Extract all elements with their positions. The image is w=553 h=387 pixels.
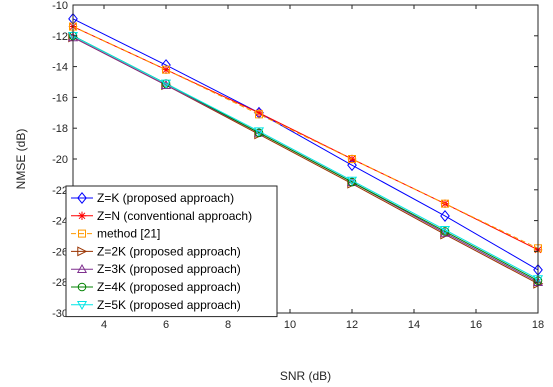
data-point bbox=[161, 65, 171, 74]
x-tick-label: 10 bbox=[284, 319, 296, 331]
series-line bbox=[72, 26, 539, 251]
axes: 4 6 8 10 12 14 16 18 -30 -28 -26 -24 -22 -20 -18 -16 -14… bbox=[52, 0, 544, 331]
y-tick-label: -12 bbox=[52, 31, 68, 43]
y-tick-label: -24 bbox=[52, 216, 68, 228]
y-tick-label: -10 bbox=[52, 0, 68, 12]
data-point bbox=[441, 199, 449, 208]
legend-label: Z=N (conventional approach) bbox=[97, 209, 252, 223]
x-tick-label: 14 bbox=[408, 319, 420, 331]
legend: Z=K (proposed approach) Z=N (conventional… bbox=[65, 185, 278, 318]
legend-label: Z=3K (proposed approach) bbox=[97, 262, 241, 276]
series-line bbox=[72, 18, 539, 271]
x-tick-label: 4 bbox=[101, 319, 107, 331]
series-7 bbox=[67, 31, 544, 285]
x-tick-label: 12 bbox=[346, 319, 358, 331]
legend-label: Z=4K (proposed approach) bbox=[97, 280, 241, 294]
y-tick-label: -20 bbox=[52, 154, 68, 166]
legend-label: Z=K (proposed approach) bbox=[97, 191, 234, 205]
data-point bbox=[254, 108, 264, 117]
legend-entry-6: Z=4K (proposed approach) bbox=[71, 280, 241, 294]
data-point bbox=[255, 110, 263, 119]
x-tick-label: 16 bbox=[470, 319, 482, 331]
legend-marker bbox=[78, 229, 86, 238]
y-tick-label: -16 bbox=[52, 92, 68, 104]
legend-label: method [21] bbox=[97, 227, 160, 241]
data-point bbox=[347, 159, 357, 172]
legend-marker bbox=[77, 192, 87, 204]
data-point bbox=[440, 209, 450, 222]
x-tick-label: 6 bbox=[163, 319, 169, 331]
data-point bbox=[439, 225, 451, 236]
y-tick-label: -22 bbox=[52, 185, 68, 197]
data-point bbox=[253, 127, 265, 137]
series-line bbox=[72, 35, 539, 280]
series-line bbox=[72, 26, 539, 249]
y-tick-label: -18 bbox=[52, 123, 68, 135]
data-point bbox=[348, 155, 356, 163]
x-tick-label: 18 bbox=[532, 319, 544, 331]
legend-marker bbox=[76, 300, 88, 311]
legend-marker bbox=[76, 263, 88, 274]
legend-box bbox=[65, 185, 278, 318]
y-tick-label: -30 bbox=[52, 308, 68, 320]
legend-entry-4: Z=2K (proposed approach) bbox=[71, 244, 241, 258]
legend-label: Z=2K (proposed approach) bbox=[97, 244, 241, 258]
data-point bbox=[162, 65, 170, 74]
x-axis-label: SNR (dB) bbox=[280, 369, 331, 383]
legend-label: Z=5K (proposed approach) bbox=[97, 298, 241, 312]
data-point bbox=[160, 79, 172, 89]
legend-marker bbox=[77, 246, 88, 257]
x-tick-label: 8 bbox=[225, 319, 231, 331]
legend-entry-5: Z=3K (proposed approach) bbox=[71, 262, 241, 276]
y-tick-label: -14 bbox=[52, 62, 68, 74]
legend-entry-1: Z=K (proposed approach) bbox=[71, 191, 234, 205]
legend-marker bbox=[77, 282, 87, 292]
data-point bbox=[346, 176, 358, 186]
legend-entry-2: Z=N (conventional approach) bbox=[71, 209, 252, 223]
y-axis-label: NMSE (dB) bbox=[14, 129, 28, 190]
y-tick-label: -26 bbox=[52, 246, 68, 258]
legend-entry-7: Z=5K (proposed approach) bbox=[71, 298, 241, 312]
legend-entry-3: method [21] bbox=[71, 227, 160, 241]
y-tick-label: -28 bbox=[52, 277, 68, 289]
legend-marker bbox=[77, 211, 87, 220]
